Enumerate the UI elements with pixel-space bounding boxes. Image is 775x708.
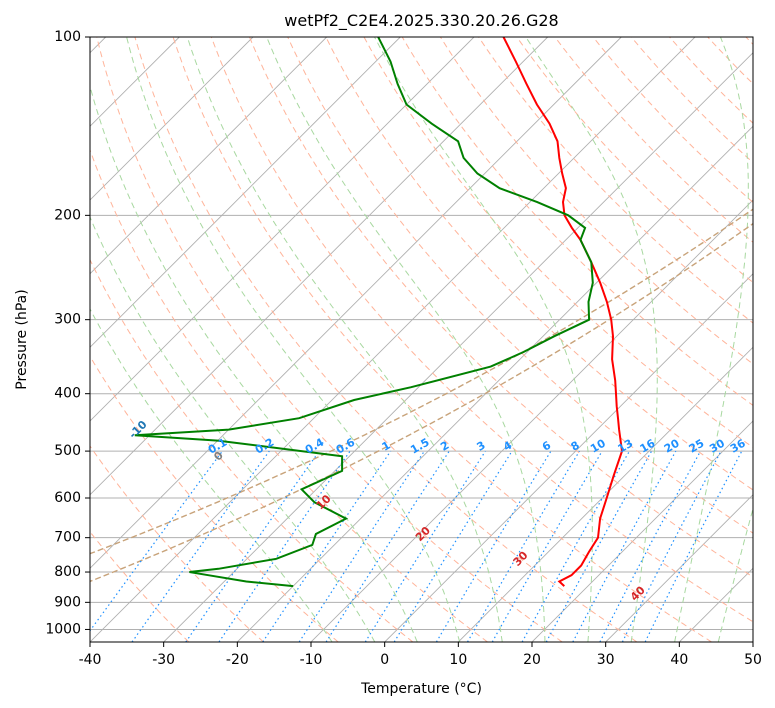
mixing-ratio-line <box>599 450 702 642</box>
moist-adiabat-line <box>186 37 503 642</box>
moist-adiabat-line <box>525 37 658 642</box>
dry-adiabat-line <box>172 37 712 642</box>
isotherm-line <box>236 125 753 642</box>
moist-adiabat-line <box>717 506 753 642</box>
mixing-ratio-line <box>298 450 425 642</box>
isotherm-line <box>90 37 254 201</box>
moist-adiabat-line <box>266 37 546 642</box>
moist-adiabat-line <box>90 215 376 642</box>
chart-title: wetPf2_C2E4.2025.330.20.26.G28 <box>284 11 558 31</box>
x-tick-label: 0 <box>380 652 389 668</box>
y-tick-label: 400 <box>54 386 81 402</box>
moist-adiabat-line <box>90 84 418 642</box>
x-tick-label: 10 <box>449 652 467 668</box>
moist-adiabat-line <box>90 308 333 642</box>
theta-e-line <box>90 208 753 555</box>
y-tick-label: 200 <box>54 207 81 223</box>
y-tick-label: 800 <box>54 564 81 580</box>
isotherm-line <box>90 37 475 422</box>
moist-adiabat-line <box>374 37 593 642</box>
dewpoint-profile-line <box>134 37 594 588</box>
x-tick-label: -10 <box>300 652 323 668</box>
dry-adiabat-line <box>90 445 264 642</box>
dry-adiabat-line <box>287 37 753 534</box>
y-axis-label: Pressure (hPa) <box>14 289 30 389</box>
isotherm-line <box>163 52 753 642</box>
y-tick-label: 600 <box>54 490 81 506</box>
plot-frame <box>89 36 754 643</box>
x-tick-label: -40 <box>79 652 102 668</box>
y-tick-label: 500 <box>54 443 81 459</box>
mixing-ratio-line <box>393 450 513 642</box>
y-tick-label: 300 <box>54 312 81 328</box>
dry-adiabat-line <box>325 37 753 491</box>
mixing-ratio-line <box>262 450 392 642</box>
y-tick-label: 100 <box>54 29 81 45</box>
isotherm-line <box>384 273 753 642</box>
dry-adiabat-line <box>516 37 753 284</box>
dry-adiabat-line <box>90 258 414 642</box>
mixing-ratio-line <box>466 450 580 642</box>
moist-adiabat-line <box>126 37 461 642</box>
isotherm-line <box>457 346 753 642</box>
dry-adiabat-line <box>134 37 638 642</box>
mixing-ratio-line <box>364 450 486 642</box>
dry-adiabat-line <box>210 37 753 623</box>
isotherm-line <box>90 37 696 642</box>
x-tick-label: 20 <box>523 652 541 668</box>
isotherm-line <box>90 37 328 275</box>
x-tick-label: -30 <box>152 652 175 668</box>
x-tick-label: 50 <box>744 652 762 668</box>
x-tick-label: -20 <box>226 652 249 668</box>
mixing-ratio-line <box>325 450 450 642</box>
dry-adiabat-line <box>96 37 563 642</box>
dry-adiabat-line <box>249 37 753 578</box>
mixing-ratio-line <box>572 450 677 642</box>
isotherm-line <box>605 494 753 642</box>
mixing-ratio-line <box>435 450 552 642</box>
isotherm-line <box>90 37 549 496</box>
moist-adiabat-line <box>674 37 749 642</box>
y-tick-label: 900 <box>54 594 81 610</box>
x-tick-label: 40 <box>670 652 688 668</box>
y-tick-label: 700 <box>54 530 81 546</box>
mixing-ratio-line <box>185 450 320 642</box>
isotherm-line <box>90 37 622 569</box>
x-tick-label: 30 <box>597 652 615 668</box>
y-tick-label: 1000 <box>45 621 81 637</box>
isotherm-line <box>531 420 753 642</box>
x-axis-label: Temperature (°C) <box>360 681 482 697</box>
temperature-profile-line <box>502 37 624 587</box>
mixing-ratio-line <box>218 450 351 642</box>
